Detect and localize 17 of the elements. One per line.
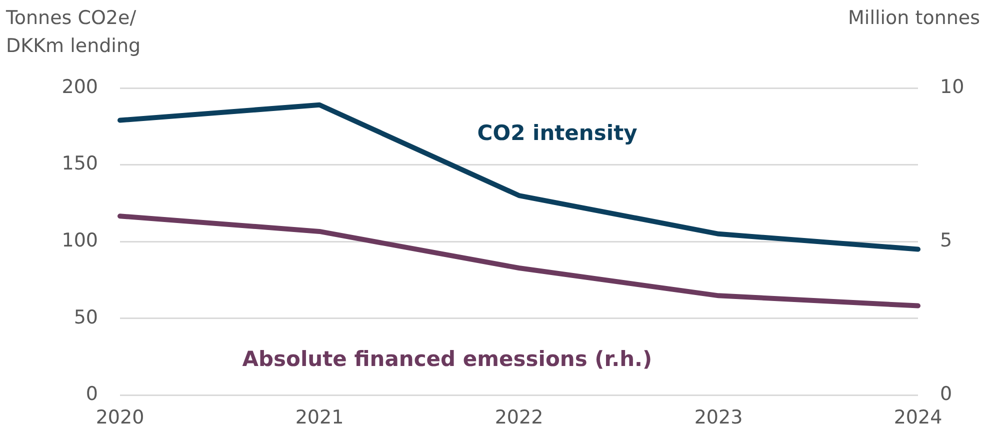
y2-axis-title: Million tonnes — [848, 6, 980, 31]
y-tick-label: 0 — [86, 383, 98, 406]
x-tick-label: 2021 — [295, 406, 344, 429]
x-tick-label: 2020 — [96, 406, 144, 429]
y2-tick-label: 5 — [940, 230, 952, 252]
text: Absolute financed emessions (r.h.) — [242, 346, 652, 371]
y-tick-label: 100 — [62, 230, 98, 252]
y-tick-label: 200 — [62, 76, 98, 98]
y-tick-label: 150 — [62, 152, 98, 175]
y2-tick-label: 0 — [940, 383, 952, 406]
y-axis-title: Tonnes CO2e/ DKKm lending — [6, 6, 142, 59]
x-tick-label: 2023 — [694, 406, 743, 429]
x-tick-label: 2024 — [894, 406, 942, 429]
y2-tick-label: 10 — [940, 76, 964, 98]
y-tick-label: 50 — [74, 306, 98, 328]
series-label: CO2 intensity — [477, 121, 638, 146]
x-tick-label: 2022 — [494, 406, 544, 429]
